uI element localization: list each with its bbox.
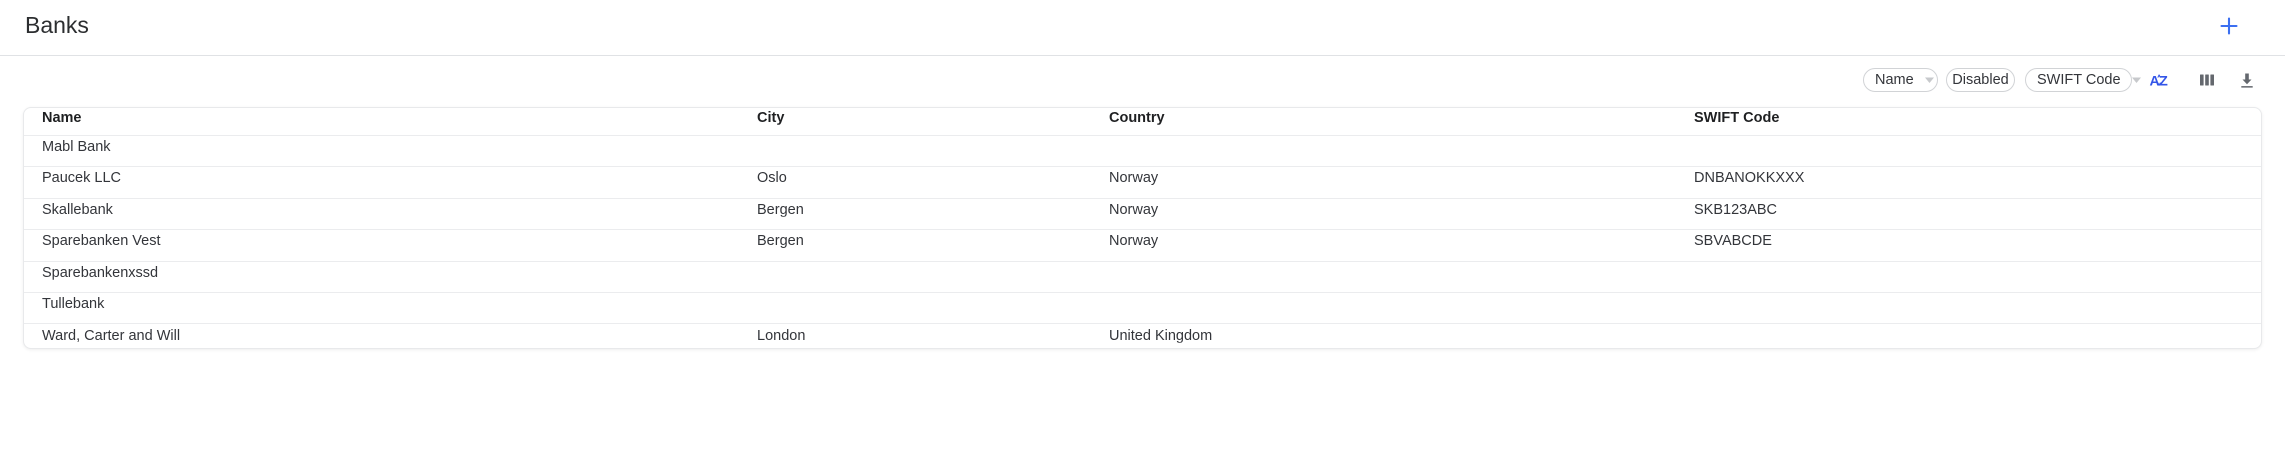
svg-text:Z: Z [2159,73,2168,89]
svg-text:A: A [2150,73,2160,89]
